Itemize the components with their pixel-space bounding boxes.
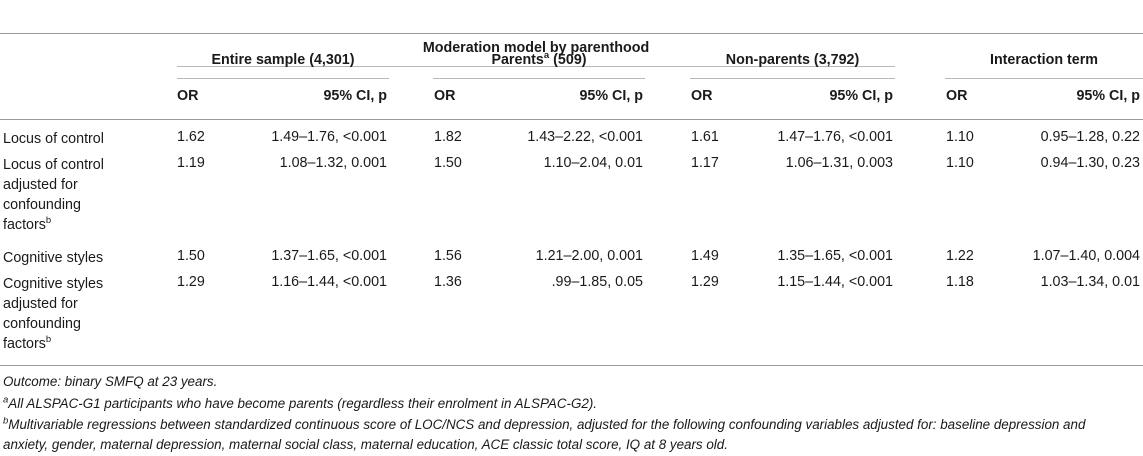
cell-or: 1.62 <box>177 129 205 145</box>
cell-or: 1.29 <box>177 274 205 290</box>
cell-ci: 1.21–2.00, 0.001 <box>535 248 643 264</box>
cell-or: 1.82 <box>434 129 462 145</box>
row-label-line: adjusted for <box>3 296 78 312</box>
group-header-parents: Parentsa (509) <box>433 50 645 68</box>
footnote-a-text: All ALSPAC-G1 participants who have beco… <box>8 396 598 411</box>
row-label-line: confounding <box>3 197 81 213</box>
footnote-b-text-line1: Multivariable regressions between standa… <box>8 417 1086 432</box>
footnote-marker-b: b <box>45 334 52 346</box>
group-rule-parents <box>433 78 645 79</box>
footnote-b: bMultivariable regressions between stand… <box>3 415 1086 432</box>
cell-ci: 1.10–2.04, 0.01 <box>543 155 643 171</box>
top-header-rule <box>177 66 895 67</box>
cell-ci: 1.47–1.76, <0.001 <box>777 129 893 145</box>
row-label-line: adjusted for <box>3 177 78 193</box>
cell-or: 1.17 <box>691 155 719 171</box>
cell-or: 1.50 <box>434 155 462 171</box>
cell-ci: 1.08–1.32, 0.001 <box>279 155 387 171</box>
cell-ci: 1.16–1.44, <0.001 <box>271 274 387 290</box>
row-label-line: factorsb <box>3 334 52 352</box>
cell-or: 1.10 <box>946 129 974 145</box>
footnote-b-continued: anxiety, gender, maternal depression, ma… <box>3 437 728 452</box>
cell-or: 1.36 <box>434 274 462 290</box>
subheader-ci-2: 95% CI, p <box>579 88 643 104</box>
cell-ci: 0.94–1.30, 0.23 <box>1040 155 1140 171</box>
footnote-marker-a: a <box>543 50 550 62</box>
table-top-rule <box>0 33 1143 34</box>
cell-or: 1.10 <box>946 155 974 171</box>
cell-ci: 1.49–1.76, <0.001 <box>271 129 387 145</box>
subheader-or-1: OR <box>177 88 199 104</box>
row-label-line: confounding <box>3 316 81 332</box>
cell-or: 1.18 <box>946 274 974 290</box>
cell-or: 1.49 <box>691 248 719 264</box>
group-header-interaction-term: Interaction term <box>989 52 1099 68</box>
cell-or: 1.22 <box>946 248 974 264</box>
cell-ci: .99–1.85, 0.05 <box>551 274 643 290</box>
group-rule-entire-sample <box>177 78 389 79</box>
group-header-entire-sample: Entire sample (4,301) <box>211 52 355 68</box>
subheader-ci-1: 95% CI, p <box>323 88 387 104</box>
cell-or: 1.61 <box>691 129 719 145</box>
cell-or: 1.50 <box>177 248 205 264</box>
top-header: Moderation model by parenthood <box>422 40 650 56</box>
cell-ci: 1.07–1.40, 0.004 <box>1032 248 1140 264</box>
subheader-or-3: OR <box>691 88 713 104</box>
table-row-label: Cognitive styles adjusted for confoundin… <box>3 274 173 354</box>
group-header-parents-count: (509) <box>549 52 587 68</box>
cell-ci: 1.03–1.34, 0.01 <box>1040 274 1140 290</box>
footnote-marker-b: b <box>45 215 52 227</box>
footnote-a: aAll ALSPAC-G1 participants who have bec… <box>3 394 598 411</box>
footnote-b-marker: b <box>3 415 9 427</box>
group-header-non-parents: Non-parents (3,792) <box>725 52 860 68</box>
subheader-or-4: OR <box>946 88 968 104</box>
table-row-label: Cognitive styles <box>3 250 104 266</box>
row-label-line: Cognitive styles <box>3 276 104 292</box>
table-row-label: Locus of control adjusted for confoundin… <box>3 155 173 235</box>
cell-or: 1.19 <box>177 155 205 171</box>
subheader-ci-3: 95% CI, p <box>829 88 893 104</box>
cell-or: 1.29 <box>691 274 719 290</box>
footnote-outcome: Outcome: binary SMFQ at 23 years. <box>3 374 218 389</box>
row-label-line: Locus of control <box>3 157 104 173</box>
header-bottom-rule <box>0 119 1143 120</box>
group-rule-interaction-term <box>945 78 1143 79</box>
cell-ci: 1.35–1.65, <0.001 <box>777 248 893 264</box>
cell-ci: 0.95–1.28, 0.22 <box>1040 129 1140 145</box>
table-row-label: Locus of control <box>3 131 104 147</box>
cell-or: 1.56 <box>434 248 462 264</box>
footnote-a-marker: a <box>3 394 9 406</box>
subheader-ci-4: 95% CI, p <box>1076 88 1140 104</box>
cell-ci: 1.43–2.22, <0.001 <box>527 129 643 145</box>
group-rule-non-parents <box>690 78 895 79</box>
subheader-or-2: OR <box>434 88 456 104</box>
table-bottom-rule <box>0 365 1143 366</box>
cell-ci: 1.06–1.31, 0.003 <box>785 155 893 171</box>
cell-ci: 1.37–1.65, <0.001 <box>271 248 387 264</box>
group-header-parents-label: Parents <box>491 52 544 68</box>
cell-ci: 1.15–1.44, <0.001 <box>777 274 893 290</box>
row-label-line: factorsb <box>3 215 52 233</box>
